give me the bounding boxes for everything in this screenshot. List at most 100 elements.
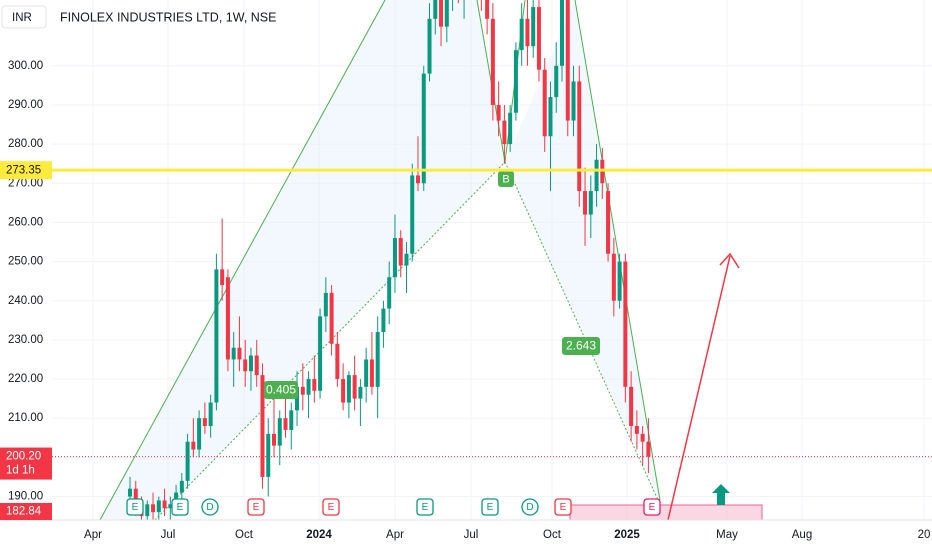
candle-body <box>588 191 593 215</box>
pattern-ratio-line <box>504 161 659 501</box>
candle-body <box>531 7 536 47</box>
candle-body <box>485 0 490 19</box>
pattern-ratio-line <box>154 161 506 520</box>
candle-body <box>634 426 639 434</box>
candle-body <box>583 191 588 215</box>
event-icon <box>554 498 572 516</box>
x-tick-label: Apr <box>386 529 404 541</box>
candle-body <box>421 73 426 184</box>
candle-body <box>162 500 167 509</box>
candle-body <box>208 402 213 427</box>
candle-body <box>283 418 288 430</box>
candle-body <box>237 347 242 360</box>
ratio-label: 2.643 <box>566 339 596 353</box>
candle-body <box>191 441 196 450</box>
candle-body <box>341 379 346 403</box>
candle-body <box>548 97 553 137</box>
candle-body <box>554 65 559 98</box>
event-icon <box>481 498 499 516</box>
y-tick-label: 230.00 <box>8 334 43 346</box>
y-tick-label: 190.00 <box>8 491 43 503</box>
candle-body <box>387 277 392 309</box>
candle-body <box>496 104 501 121</box>
point-label-bg <box>498 171 514 187</box>
pattern-fill <box>100 0 505 520</box>
event-icon <box>247 498 265 516</box>
candle-body <box>444 0 449 27</box>
projection <box>569 252 763 521</box>
candle-body <box>577 81 582 192</box>
event-label: E <box>132 502 139 513</box>
x-tick-label: 20 <box>918 529 931 541</box>
candle-body <box>611 253 616 301</box>
event-label: E <box>649 502 656 513</box>
x-tick-label: 2024 <box>306 529 332 541</box>
candle-body <box>358 386 363 399</box>
ratio-label-bg <box>562 337 600 355</box>
candle-body <box>427 18 432 74</box>
candle-body <box>404 253 409 266</box>
candle-body <box>352 375 357 399</box>
event-label: E <box>253 502 260 513</box>
countdown-label: 1d 1h <box>6 465 35 477</box>
candle-body <box>272 433 276 446</box>
event-icon <box>416 498 434 516</box>
candle-body <box>375 332 380 387</box>
candle-body <box>214 269 219 403</box>
candle-body <box>185 441 190 481</box>
projection-arrow-head <box>719 252 740 269</box>
candles <box>128 0 651 520</box>
candle-body <box>260 375 265 477</box>
candle-body <box>156 500 161 513</box>
projection-arrow <box>667 255 731 521</box>
candle-body <box>646 441 651 457</box>
candle-body <box>536 7 541 70</box>
event-label: E <box>487 502 494 513</box>
candle-body <box>225 277 230 360</box>
candle-body <box>392 238 397 278</box>
y-tick-label: 260.00 <box>8 216 43 228</box>
event-icon <box>201 498 219 516</box>
candle-body <box>502 120 507 145</box>
x-tick-label: May <box>716 529 738 541</box>
x-tick-label: Jul <box>464 529 479 541</box>
ratio-label-bg <box>264 381 298 399</box>
candle-body <box>623 261 628 387</box>
candle-body <box>266 433 271 477</box>
buy-arrow <box>712 484 730 505</box>
event-icon <box>322 498 340 516</box>
event-label: D <box>526 502 533 513</box>
candle-body <box>519 18 524 51</box>
candle-body <box>254 355 259 376</box>
candle-body <box>202 418 207 427</box>
event-icon <box>171 498 189 516</box>
candle-body <box>594 159 599 192</box>
price-axis <box>0 0 52 520</box>
chart-title: FINOLEX INDUSTRIES LTD, 1W, NSE <box>60 10 276 24</box>
candle-body <box>525 18 530 47</box>
price-tag <box>0 503 52 520</box>
candle-body <box>629 386 634 427</box>
candle-body <box>318 316 323 391</box>
candle-body <box>231 347 236 360</box>
candle-body <box>369 359 374 387</box>
candle-body <box>277 418 282 446</box>
candle-body <box>346 375 351 403</box>
candle-body <box>300 386 305 395</box>
candle-body <box>306 379 311 395</box>
candle-body <box>513 50 518 113</box>
y-tick-label: 290.00 <box>8 99 43 111</box>
event-label: D <box>206 502 213 513</box>
candle-body <box>197 418 202 450</box>
candle-body <box>220 269 225 286</box>
candle-body <box>128 488 132 497</box>
y-tick-label: 300.00 <box>8 60 43 72</box>
price-lines <box>52 168 932 458</box>
candle-body <box>145 504 150 517</box>
currency-box <box>1 5 47 29</box>
y-tick-label: 250.00 <box>8 256 43 268</box>
candle-body <box>398 238 403 266</box>
